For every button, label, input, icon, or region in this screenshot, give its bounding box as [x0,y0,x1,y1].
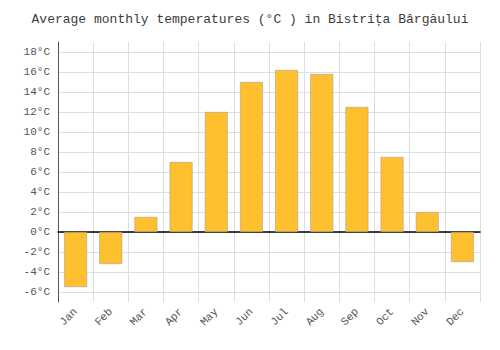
svg-text:12°C: 12°C [24,106,51,118]
svg-text:Feb: Feb [93,306,115,328]
svg-text:May: May [198,305,221,328]
svg-text:Jul: Jul [268,306,290,328]
svg-text:18°C: 18°C [24,46,51,58]
svg-text:10°C: 10°C [24,126,51,138]
svg-text:-2°C: -2°C [24,246,51,258]
svg-text:0°C: 0°C [30,226,50,238]
svg-text:Aug: Aug [304,306,326,328]
svg-text:2°C: 2°C [30,206,50,218]
svg-text:Jun: Jun [233,306,255,328]
svg-text:Mar: Mar [128,306,150,328]
svg-text:6°C: 6°C [30,166,50,178]
svg-text:-4°C: -4°C [24,266,51,278]
svg-text:-6°C: -6°C [24,286,51,298]
svg-text:Average monthly temperatures (: Average monthly temperatures (°C ) in Bi… [32,12,469,27]
svg-text:Jan: Jan [57,306,79,328]
svg-text:16°C: 16°C [24,66,51,78]
svg-text:4°C: 4°C [30,186,50,198]
svg-text:8°C: 8°C [30,146,50,158]
svg-text:Dec: Dec [444,306,466,328]
svg-text:14°C: 14°C [24,86,51,98]
svg-text:Oct: Oct [374,306,396,328]
svg-text:Apr: Apr [163,306,185,328]
svg-text:Sep: Sep [339,306,361,328]
svg-text:Nov: Nov [409,305,432,328]
